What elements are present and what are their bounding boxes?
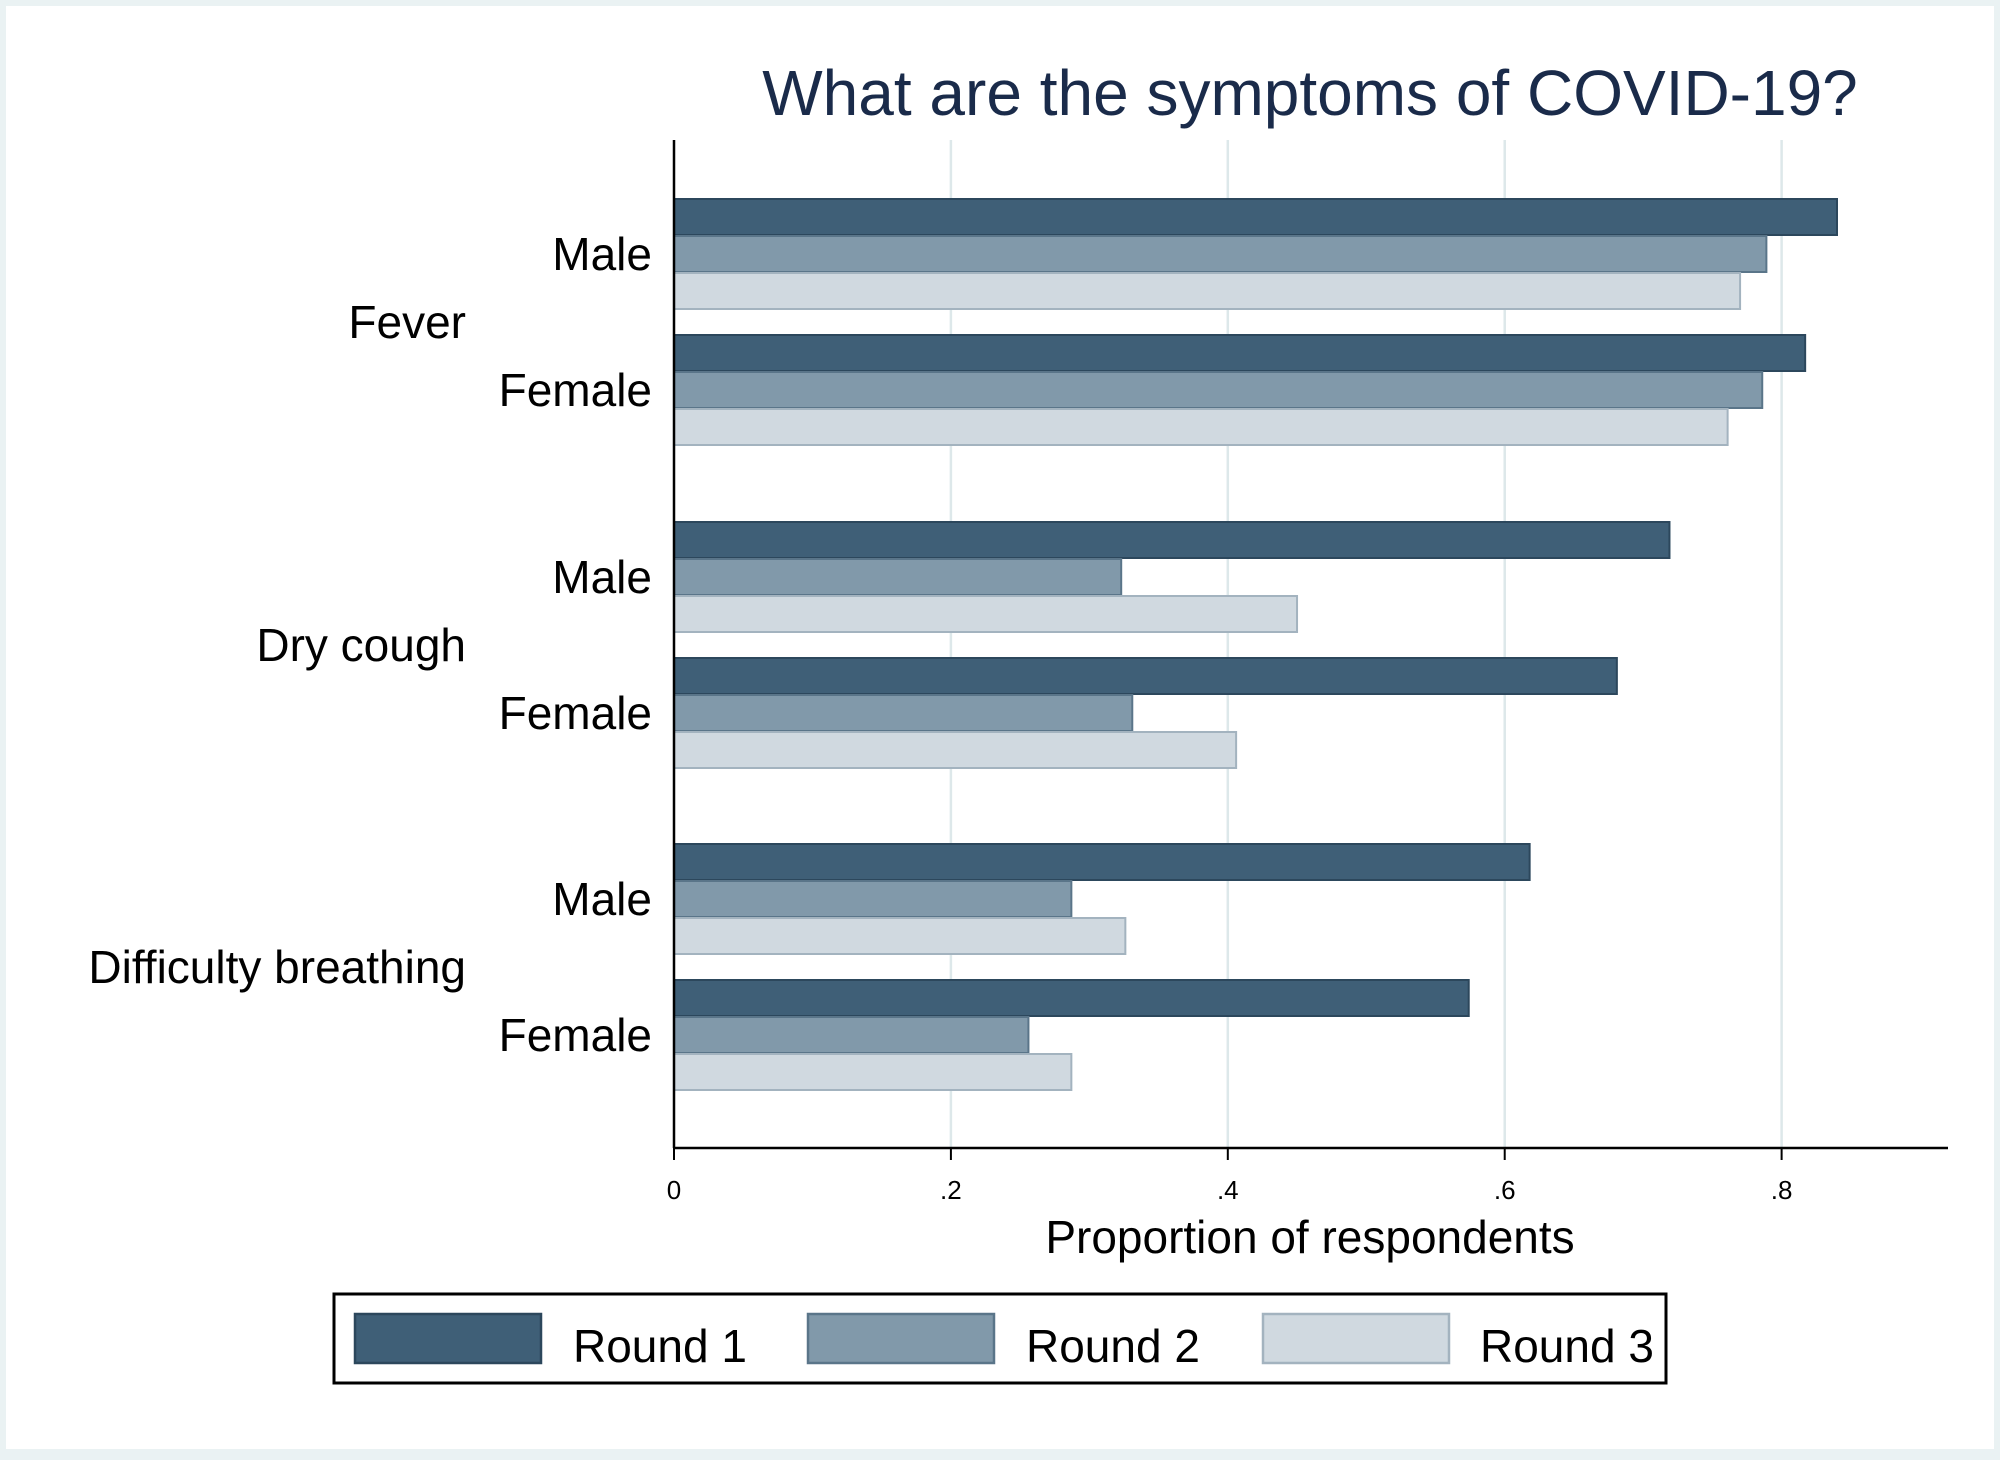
legend-swatch (806, 1312, 996, 1365)
bar (673, 521, 1671, 559)
legend-label: Round 1 (573, 1320, 747, 1372)
subgroup-label: Male (552, 228, 652, 280)
chart-title: What are the symptoms of COVID-19? (762, 57, 1858, 129)
x-tick-label: 0 (667, 1175, 681, 1205)
group-label: Fever (348, 296, 466, 348)
legend-swatch (353, 1312, 543, 1365)
axes-layer (672, 140, 1948, 1150)
bars-layer (673, 198, 1838, 1091)
bar (673, 657, 1618, 695)
bar (673, 979, 1470, 1017)
x-tick-label: .2 (940, 1175, 962, 1205)
subgroup-label: Female (499, 687, 652, 739)
bar (673, 595, 1299, 633)
bar (673, 235, 1768, 273)
ticks-layer: 0 .2 .4 .6 .8 (667, 1148, 1793, 1205)
bar (673, 917, 1127, 955)
group-label: Dry cough (256, 619, 466, 671)
subgroup-label: Female (499, 1009, 652, 1061)
bar (673, 558, 1123, 596)
subgroup-label: Male (552, 551, 652, 603)
subgroup-label: Female (499, 364, 652, 416)
labels-layer: Male Female Fever Male Female Dry cough Male Fe… (88, 228, 652, 1061)
bar (673, 371, 1764, 409)
bar (673, 1053, 1073, 1091)
bar (673, 843, 1531, 881)
x-tick-label: .6 (1494, 1175, 1516, 1205)
bar (673, 731, 1238, 769)
bar (673, 694, 1134, 732)
bar (673, 198, 1838, 236)
bar (673, 408, 1729, 446)
x-axis-title: Proportion of respondents (1045, 1211, 1574, 1263)
x-tick-label: .4 (1217, 1175, 1239, 1205)
bar (673, 880, 1073, 918)
group-label: Difficulty breathing (88, 941, 466, 993)
bar (673, 272, 1742, 310)
bar (673, 334, 1807, 372)
bar (673, 1016, 1030, 1054)
legend-label: Round 3 (1480, 1320, 1654, 1372)
subgroup-label: Male (552, 873, 652, 925)
x-tick-label: .8 (1771, 1175, 1793, 1205)
legend: Round 1 Round 2 Round 3 (332, 1292, 1668, 1385)
legend-swatch (1261, 1312, 1451, 1365)
legend-label: Round 2 (1026, 1320, 1200, 1372)
